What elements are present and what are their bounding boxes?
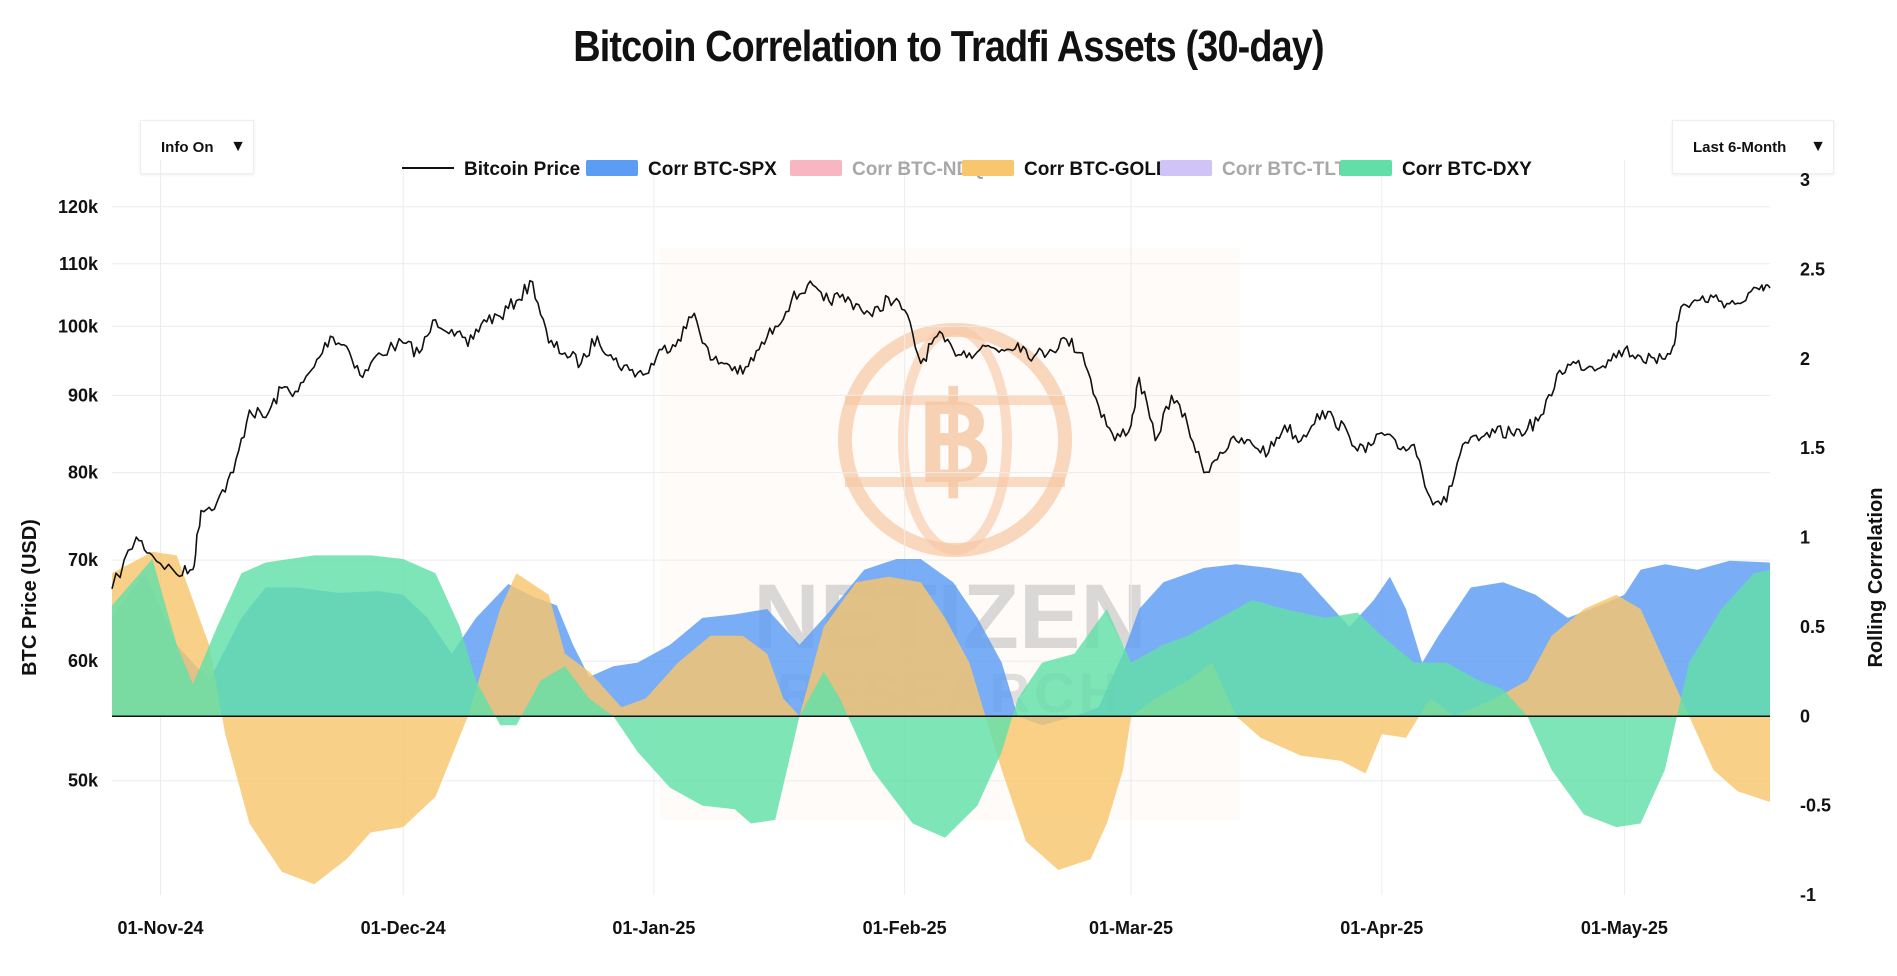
y-left-tick-label: 120k: [58, 197, 99, 217]
x-tick-label: 01-May-25: [1581, 918, 1668, 938]
y-left-tick-label: 110k: [59, 254, 99, 274]
y-left-tick-label: 80k: [68, 463, 99, 483]
y-right-tick-label: 0: [1800, 706, 1810, 726]
x-tick-label: 01-Jan-25: [612, 918, 695, 938]
chevron-down-icon: ▼: [230, 138, 246, 155]
y-left-axis-title: BTC Price (USD): [19, 519, 41, 676]
x-tick-label: 01-Nov-24: [118, 918, 204, 938]
y-left-tick-label: 70k: [68, 550, 99, 570]
legend-label: Corr BTC-SPX: [648, 159, 777, 180]
info-toggle-label: Info On: [161, 138, 214, 156]
y-right-tick-label: 1.5: [1800, 438, 1825, 458]
legend-swatch: [1160, 160, 1212, 176]
legend-item-corr-btc-spx[interactable]: Corr BTC-SPX: [586, 159, 777, 180]
corr-btc-dxy-area: [112, 555, 1770, 838]
legend-label: Corr BTC-TLT: [1222, 159, 1347, 180]
legend-swatch: [962, 160, 1014, 176]
y-right-tick-label: 1: [1800, 528, 1810, 548]
y-right-axis-title: Rolling Correlation: [1865, 488, 1887, 668]
legend-label: Corr BTC-GOLD: [1024, 159, 1170, 180]
legend[interactable]: Bitcoin Price Corr BTC-SPX Corr BTC-NDQ Cor…: [402, 159, 1532, 180]
legend-item-bitcoin-price[interactable]: Bitcoin Price: [402, 159, 580, 180]
legend-label: Corr BTC-NDQ: [852, 159, 985, 180]
chevron-down-icon: ▼: [1810, 138, 1826, 155]
legend-swatch: [790, 160, 842, 176]
info-toggle-dropdown[interactable]: Info On ▼: [140, 120, 254, 174]
corr-btc-gold-area: [112, 551, 1770, 885]
x-tick-label: 01-Feb-25: [863, 918, 947, 938]
bitcoin-price-line: [111, 279, 1771, 589]
y-right-tick-label: 2: [1800, 349, 1810, 369]
y-left-tick-label: 60k: [68, 651, 99, 671]
correlation-areas: [112, 551, 1770, 885]
axes: 50k 60k 70k 80k 90k 100k 110k 120k -1 -0.5 0 0.5 1 1.…: [19, 170, 1887, 938]
legend-label: Bitcoin Price: [464, 159, 580, 180]
y-left-tick-label: 90k: [68, 385, 99, 405]
legend-label: Corr BTC-DXY: [1402, 159, 1532, 180]
legend-item-corr-btc-dxy[interactable]: Corr BTC-DXY: [1340, 159, 1532, 180]
globe-meridian: [898, 325, 1012, 555]
chart-title: Bitcoin Correlation to Tradfi Assets (30…: [573, 22, 1324, 71]
y-left-tick-label: 100k: [58, 316, 99, 336]
y-right-tick-label: 3: [1800, 170, 1810, 190]
legend-swatch: [1340, 160, 1392, 176]
legend-item-corr-btc-tlt[interactable]: Corr BTC-TLT: [1160, 159, 1347, 180]
y-right-tick-label: -1: [1800, 885, 1816, 905]
y-right-tick-label: -0.5: [1800, 796, 1831, 816]
range-select-label: Last 6-Month: [1693, 138, 1787, 156]
legend-item-corr-btc-gold[interactable]: Corr BTC-GOLD: [962, 159, 1170, 180]
legend-swatch: [586, 160, 638, 176]
x-tick-label: 01-Dec-24: [361, 918, 446, 938]
y-left-tick-label: 50k: [68, 771, 99, 791]
bitcoin-symbol-icon: ฿: [917, 372, 993, 506]
legend-item-corr-btc-ndq[interactable]: Corr BTC-NDQ: [790, 159, 985, 180]
range-select-dropdown[interactable]: Last 6-Month ▼: [1672, 120, 1834, 174]
x-tick-label: 01-Apr-25: [1340, 918, 1423, 938]
btc-price-line: [111, 279, 1771, 589]
y-right-tick-label: 2.5: [1800, 259, 1825, 279]
y-right-tick-label: 0.5: [1800, 617, 1825, 637]
x-tick-label: 01-Mar-25: [1089, 918, 1173, 938]
